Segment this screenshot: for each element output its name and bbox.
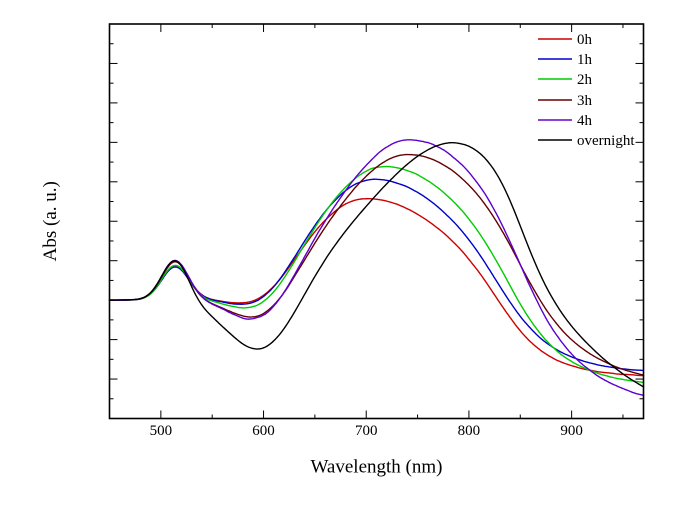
svg-text:overnight: overnight — [577, 133, 635, 149]
svg-text:900: 900 — [560, 423, 583, 439]
svg-text:600: 600 — [252, 423, 275, 439]
svg-text:1h: 1h — [577, 52, 593, 68]
svg-text:500: 500 — [150, 423, 173, 439]
svg-text:4h: 4h — [577, 113, 593, 129]
svg-text:700: 700 — [355, 423, 378, 439]
svg-text:Wavelength (nm): Wavelength (nm) — [311, 457, 443, 478]
svg-text:3h: 3h — [577, 93, 593, 109]
svg-text:0h: 0h — [577, 32, 593, 48]
svg-text:Abs (a. u.): Abs (a. u.) — [40, 181, 61, 261]
svg-text:2h: 2h — [577, 72, 593, 88]
svg-text:800: 800 — [458, 423, 481, 439]
